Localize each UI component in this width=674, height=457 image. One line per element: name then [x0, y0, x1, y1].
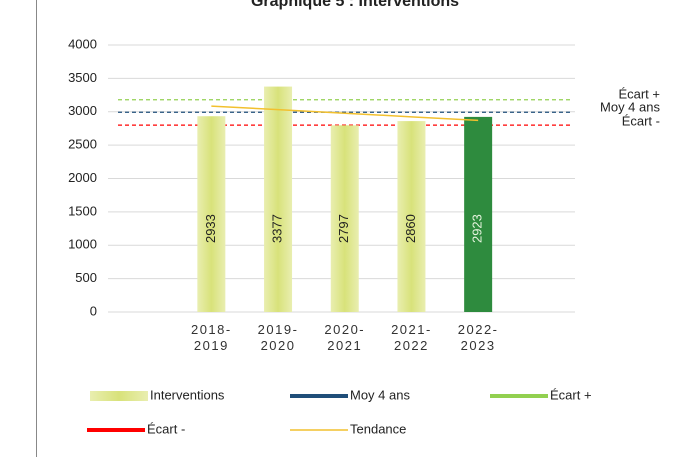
data-label: 2860 — [403, 214, 418, 243]
chart-title: Graphique 5 : Interventions — [251, 0, 459, 10]
x-tick-label: 2020-2021 — [324, 322, 366, 353]
bar — [397, 121, 426, 312]
bar — [464, 116, 493, 313]
y-tick-label: 3000 — [68, 103, 97, 118]
x-tick-label: 2018-2019 — [190, 322, 232, 353]
bar — [197, 116, 226, 312]
y-tick-label: 2000 — [68, 170, 97, 185]
x-tick-label: 2022-2023 — [457, 322, 499, 353]
x-tick-label: 2021-2022 — [391, 322, 432, 353]
line-annotation: Moy 4 ans — [600, 99, 660, 114]
y-tick-label: 1500 — [68, 203, 97, 218]
data-label: 2923 — [470, 214, 485, 243]
y-tick-label: 1000 — [68, 237, 97, 252]
data-label: 2797 — [336, 214, 351, 243]
y-tick-label: 4000 — [68, 36, 97, 51]
legend-swatch — [90, 391, 148, 401]
bar — [264, 86, 293, 312]
y-tick-label: 3500 — [68, 70, 97, 85]
y-tick-label: 500 — [75, 270, 97, 285]
legend-label: Interventions — [150, 387, 225, 402]
y-tick-label: 2500 — [68, 137, 97, 152]
data-label: 2933 — [203, 214, 218, 243]
legend-label: Moy 4 ans — [350, 387, 410, 402]
trend-line — [211, 105, 479, 122]
legend-label: Tendance — [350, 421, 406, 436]
data-label: 3377 — [269, 214, 284, 243]
legend-label: Écart - — [147, 421, 185, 436]
frame — [36, 0, 37, 457]
line-annotation: Écart - — [622, 113, 660, 128]
line-annotation: Écart + — [618, 86, 660, 101]
y-tick-label: 0 — [90, 303, 97, 318]
bar — [330, 125, 359, 312]
x-tick-label: 2019-2020 — [257, 322, 299, 353]
legend-label: Écart + — [550, 387, 592, 402]
